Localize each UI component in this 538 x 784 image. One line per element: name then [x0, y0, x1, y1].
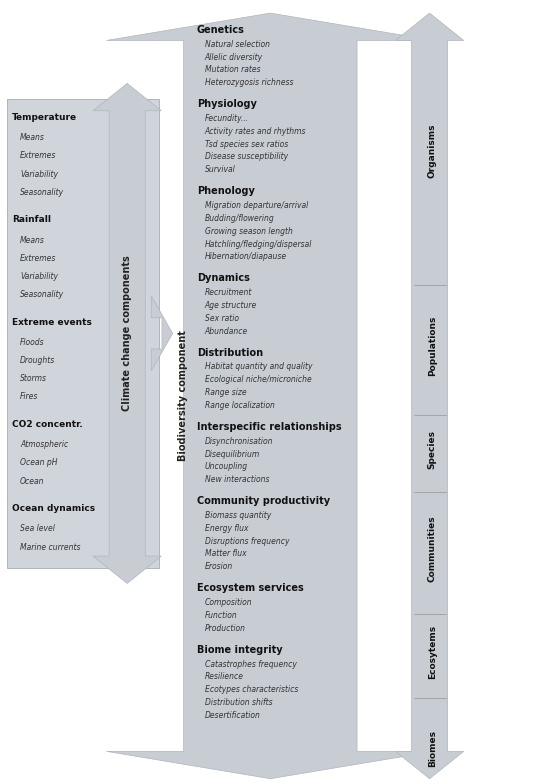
Text: Abundance: Abundance: [205, 327, 248, 336]
Text: Ecosystem services: Ecosystem services: [197, 583, 303, 593]
Text: Ecotypes characteristics: Ecotypes characteristics: [205, 685, 298, 694]
Text: Resilience: Resilience: [205, 673, 244, 681]
Text: Storms: Storms: [20, 374, 47, 383]
Text: Variability: Variability: [20, 169, 58, 179]
Text: Uncoupling: Uncoupling: [205, 463, 248, 471]
Polygon shape: [107, 13, 434, 779]
Text: Survival: Survival: [205, 165, 236, 174]
Text: Fecundity...: Fecundity...: [205, 114, 249, 123]
Text: Range localization: Range localization: [205, 401, 274, 410]
Text: New interactions: New interactions: [205, 475, 270, 485]
Text: Hatchling/fledging/dispersal: Hatchling/fledging/dispersal: [205, 240, 312, 249]
Text: CO2 concentr.: CO2 concentr.: [12, 420, 83, 429]
Text: Organisms: Organisms: [428, 124, 437, 178]
Text: Composition: Composition: [205, 598, 252, 607]
Text: Physiology: Physiology: [197, 99, 257, 109]
Text: Rainfall: Rainfall: [12, 216, 51, 224]
Text: Allelic diversity: Allelic diversity: [205, 53, 263, 61]
Text: Extremes: Extremes: [20, 254, 56, 263]
Text: Matter flux: Matter flux: [205, 550, 246, 558]
Text: Communities: Communities: [428, 516, 437, 583]
Text: Function: Function: [205, 611, 237, 620]
Text: Populations: Populations: [428, 316, 437, 376]
Polygon shape: [151, 296, 173, 371]
Text: Energy flux: Energy flux: [205, 524, 248, 533]
Text: Distribution shifts: Distribution shifts: [205, 698, 272, 707]
Text: Production: Production: [205, 624, 246, 633]
Text: Fires: Fires: [20, 393, 39, 401]
Text: Growing season length: Growing season length: [205, 227, 293, 236]
Text: Biome integrity: Biome integrity: [197, 644, 282, 655]
Text: Desertification: Desertification: [205, 711, 260, 720]
Text: Habitat quantity and quality: Habitat quantity and quality: [205, 362, 312, 372]
Text: Range size: Range size: [205, 388, 246, 397]
Polygon shape: [93, 83, 161, 583]
Text: Catastrophes frequency: Catastrophes frequency: [205, 659, 296, 669]
Text: Extreme events: Extreme events: [12, 318, 92, 327]
Text: Ecological niche/microniche: Ecological niche/microniche: [205, 376, 312, 384]
Text: Marine currents: Marine currents: [20, 543, 81, 552]
Text: Tsd species sex ratios: Tsd species sex ratios: [205, 140, 288, 149]
Text: Interspecific relationships: Interspecific relationships: [197, 422, 342, 432]
Text: Phenology: Phenology: [197, 187, 254, 196]
Text: Ocean pH: Ocean pH: [20, 459, 58, 467]
Text: Ecosytems: Ecosytems: [428, 626, 437, 680]
Text: Disease susceptibility: Disease susceptibility: [205, 152, 288, 162]
Text: Extremes: Extremes: [20, 151, 56, 161]
Polygon shape: [395, 13, 464, 779]
Text: Ocean: Ocean: [20, 477, 45, 485]
Text: Age structure: Age structure: [205, 301, 257, 310]
Text: Species: Species: [428, 430, 437, 469]
Text: Atmospheric: Atmospheric: [20, 441, 68, 449]
Text: Means: Means: [20, 235, 45, 245]
Text: Biomes: Biomes: [428, 730, 437, 767]
Text: Biomass quantity: Biomass quantity: [205, 511, 271, 520]
Text: Floods: Floods: [20, 338, 45, 347]
FancyBboxPatch shape: [7, 99, 159, 568]
Text: Disruptions frequency: Disruptions frequency: [205, 536, 289, 546]
Text: Genetics: Genetics: [197, 25, 245, 34]
Text: Mutation rates: Mutation rates: [205, 65, 260, 74]
Text: Distribution: Distribution: [197, 347, 263, 358]
Text: Temperature: Temperature: [12, 113, 77, 122]
Text: Disynchronisation: Disynchronisation: [205, 437, 273, 446]
Text: Biodiversity component: Biodiversity component: [178, 331, 188, 461]
Text: Means: Means: [20, 133, 45, 142]
Text: Seasonality: Seasonality: [20, 187, 64, 197]
Text: Disequilibrium: Disequilibrium: [205, 449, 260, 459]
Text: Seasonality: Seasonality: [20, 290, 64, 299]
Text: Community productivity: Community productivity: [197, 496, 330, 506]
Text: Ocean dynamics: Ocean dynamics: [12, 504, 95, 514]
Text: Droughts: Droughts: [20, 356, 55, 365]
Text: Sex ratio: Sex ratio: [205, 314, 239, 323]
Text: Erosion: Erosion: [205, 562, 233, 572]
Text: Migration departure/arrival: Migration departure/arrival: [205, 201, 308, 210]
Text: Climate change components: Climate change components: [122, 256, 132, 412]
Text: Sea level: Sea level: [20, 524, 55, 533]
Text: Variability: Variability: [20, 272, 58, 281]
Text: Natural selection: Natural selection: [205, 40, 270, 49]
Text: Hibernation/diapause: Hibernation/diapause: [205, 252, 287, 261]
Text: Activity rates and rhythms: Activity rates and rhythms: [205, 127, 306, 136]
Text: Heterozygosis richness: Heterozygosis richness: [205, 78, 293, 87]
Text: Recruitment: Recruitment: [205, 289, 252, 297]
Text: Budding/flowering: Budding/flowering: [205, 214, 274, 223]
Text: Dynamics: Dynamics: [197, 274, 250, 283]
